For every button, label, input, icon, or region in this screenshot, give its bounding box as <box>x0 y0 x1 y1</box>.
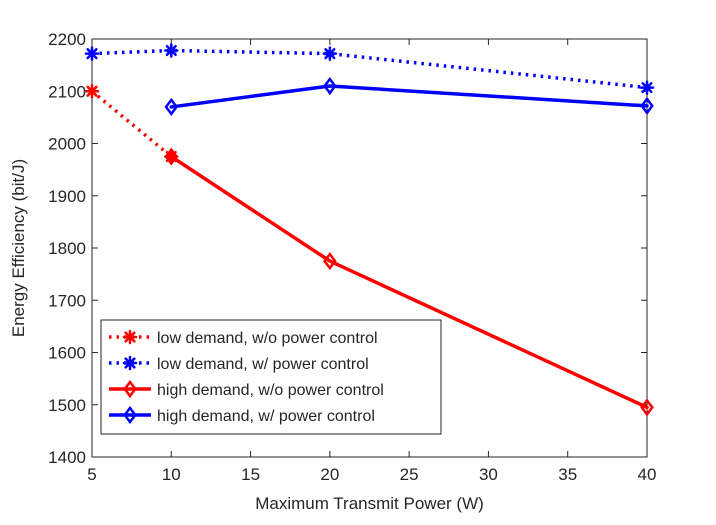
asterisk-stroke <box>641 82 653 94</box>
series-line <box>169 154 649 410</box>
data-point <box>323 76 337 96</box>
y-tick-label: 2100 <box>48 82 86 101</box>
x-tick-label: 20 <box>320 465 339 484</box>
asterisk-stroke <box>124 331 136 343</box>
asterisk-stroke <box>86 48 98 60</box>
y-tick-label: 2000 <box>48 135 86 154</box>
data-point <box>323 251 337 271</box>
asterisk-stroke <box>324 48 336 60</box>
legend-item: low demand, w/ power control <box>109 355 369 373</box>
x-tick-label: 15 <box>241 465 260 484</box>
legend-label: low demand, w/o power control <box>157 330 378 347</box>
legend-item: low demand, w/o power control <box>109 329 378 347</box>
series-3 <box>164 76 654 117</box>
x-axis-label: Maximum Transmit Power (W) <box>255 494 484 513</box>
data-point <box>322 46 338 61</box>
series-line <box>169 84 649 109</box>
x-tick-label: 40 <box>638 465 657 484</box>
data-point <box>640 96 654 115</box>
y-axis-label: Energy Efficiency (bit/J) <box>9 159 28 337</box>
data-point <box>639 80 655 95</box>
asterisk-stroke <box>165 44 177 57</box>
data-point <box>164 147 179 166</box>
data-point <box>84 84 100 99</box>
legend-label: high demand, w/ power control <box>157 408 375 425</box>
y-tick-label: 1500 <box>48 396 86 415</box>
y-tick-label: 1600 <box>48 344 86 363</box>
legend-marker <box>122 329 138 345</box>
y-tick-label: 2200 <box>48 30 86 49</box>
series-line <box>90 89 173 158</box>
series-2 <box>164 147 654 417</box>
y-tick-label: 1400 <box>48 448 86 467</box>
data-point <box>640 398 654 417</box>
legend-marker <box>122 355 138 371</box>
series-line <box>91 48 648 90</box>
x-tick-label: 35 <box>558 465 577 484</box>
y-tick-label: 1700 <box>48 291 86 310</box>
axes: 5 10 15 20 25 30 35 40 1400 1500 1600 1700 1800 1900 2… <box>48 30 656 484</box>
y-tick-label: 1800 <box>48 239 86 258</box>
legend-marker <box>123 379 137 399</box>
legend-marker <box>123 405 137 425</box>
series-layer <box>84 43 655 417</box>
data-point <box>84 46 100 61</box>
legend: low demand, w/o power control low demand,… <box>100 319 442 435</box>
x-tick-label: 30 <box>479 465 498 484</box>
series-1 <box>84 43 655 95</box>
data-point <box>164 97 179 117</box>
legend-item: high demand, w/ power control <box>109 405 375 425</box>
x-tick-label: 5 <box>87 465 96 484</box>
asterisk-stroke <box>86 85 98 97</box>
legend-box <box>100 319 442 435</box>
asterisk-stroke <box>124 357 136 369</box>
x-tick-label: 10 <box>162 465 181 484</box>
legend-label: low demand, w/ power control <box>157 356 369 373</box>
legend-label: high demand, w/o power control <box>157 382 384 399</box>
x-tick-label: 25 <box>400 465 419 484</box>
data-point <box>164 43 179 58</box>
y-tick-label: 1900 <box>48 187 86 206</box>
legend-item: high demand, w/o power control <box>109 379 384 399</box>
